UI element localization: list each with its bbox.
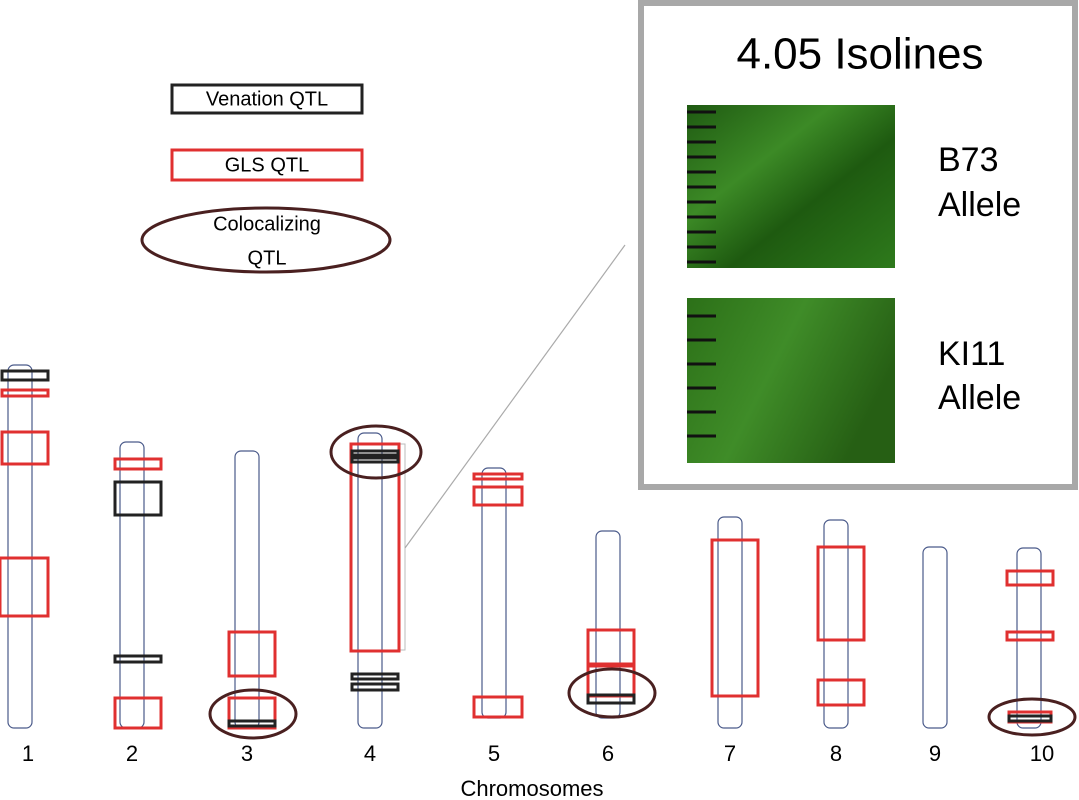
chromosome-label: 9	[929, 741, 941, 766]
colocalizing-qtl	[567, 667, 657, 719]
axis-label: Chromosomes	[460, 776, 603, 800]
gls-qtl	[816, 545, 866, 642]
chromosome	[1016, 547, 1042, 729]
scale-ticks	[687, 110, 716, 438]
legend-venation-label: Venation QTL	[206, 88, 328, 110]
panel-label: Allele	[938, 186, 1021, 224]
legend-venation-box	[170, 83, 364, 115]
venation-qtl	[350, 456, 400, 464]
chromosome	[717, 516, 743, 729]
panel-label: B73	[938, 141, 999, 179]
chromosome-label: 5	[488, 741, 500, 766]
gls-qtl	[586, 628, 636, 666]
panel-label: Allele	[938, 379, 1021, 417]
colocalizing-qtl	[329, 424, 423, 480]
legend: Venation QTL GLS QTL Colocalizing QTL	[140, 83, 392, 274]
chromosome	[119, 441, 145, 729]
chromosome-label: 3	[241, 741, 253, 766]
chromosome-label: 10	[1030, 741, 1054, 766]
gls-qtl	[0, 388, 50, 398]
chromosome	[7, 364, 33, 729]
chromosome-label: 4	[364, 741, 376, 766]
chromosome	[357, 432, 383, 729]
gls-qtl	[227, 630, 277, 678]
venation-qtl	[113, 654, 163, 664]
venation-qtl	[350, 672, 400, 681]
gls-qtl	[349, 442, 401, 653]
gls-qtl	[816, 678, 866, 707]
gls-qtl	[472, 695, 524, 719]
connector	[404, 244, 626, 549]
gls-qtl	[0, 430, 50, 466]
gls-qtl	[1005, 630, 1055, 642]
gls-qtl	[1005, 569, 1055, 587]
inset: 4.05 Isolines B73 Allele KI11 Allele	[638, 0, 1078, 490]
gls-qtl	[710, 538, 760, 698]
gls-qtl	[0, 556, 50, 618]
chromosome-label: 6	[602, 741, 614, 766]
chromosomes: 1 2 3 4 5 6 7 8 9 10	[0, 364, 1077, 766]
chromosome-label: 8	[830, 741, 842, 766]
chromosome-label: 7	[724, 741, 736, 766]
gls-qtl	[113, 696, 163, 730]
leaf-image	[687, 105, 895, 268]
gls-qtl	[113, 457, 163, 471]
venation-qtl	[350, 682, 400, 692]
chromosome	[595, 530, 621, 719]
chromosome	[922, 546, 948, 729]
venation-qtl	[1007, 714, 1053, 723]
legend-colocalizing-ellipse	[140, 206, 392, 274]
chromosome-label: 1	[22, 741, 34, 766]
panel-label: KI11	[938, 335, 1005, 373]
colocalizing-qtl	[987, 697, 1077, 737]
legend-colocalizing-label: Colocalizing	[213, 213, 321, 235]
gls-qtl	[472, 472, 524, 481]
venation-qtl	[113, 480, 163, 517]
legend-gls-label: GLS QTL	[225, 154, 309, 176]
colocalizing-qtl	[208, 688, 298, 740]
legend-gls-box	[170, 148, 364, 182]
legend-colocalizing-label: QTL	[248, 247, 287, 269]
inset-title: 4.05 Isolines	[736, 30, 983, 79]
chromosome	[234, 450, 260, 729]
gls-qtl	[472, 485, 524, 507]
venation-qtl	[350, 449, 400, 457]
leaf-image	[687, 298, 895, 463]
venation-qtl	[586, 693, 636, 705]
chromosome	[823, 519, 849, 729]
venation-qtl	[0, 369, 50, 382]
venation-qtl	[227, 719, 277, 728]
chromosome-label: 2	[126, 741, 138, 766]
gls-qtl	[227, 696, 277, 730]
